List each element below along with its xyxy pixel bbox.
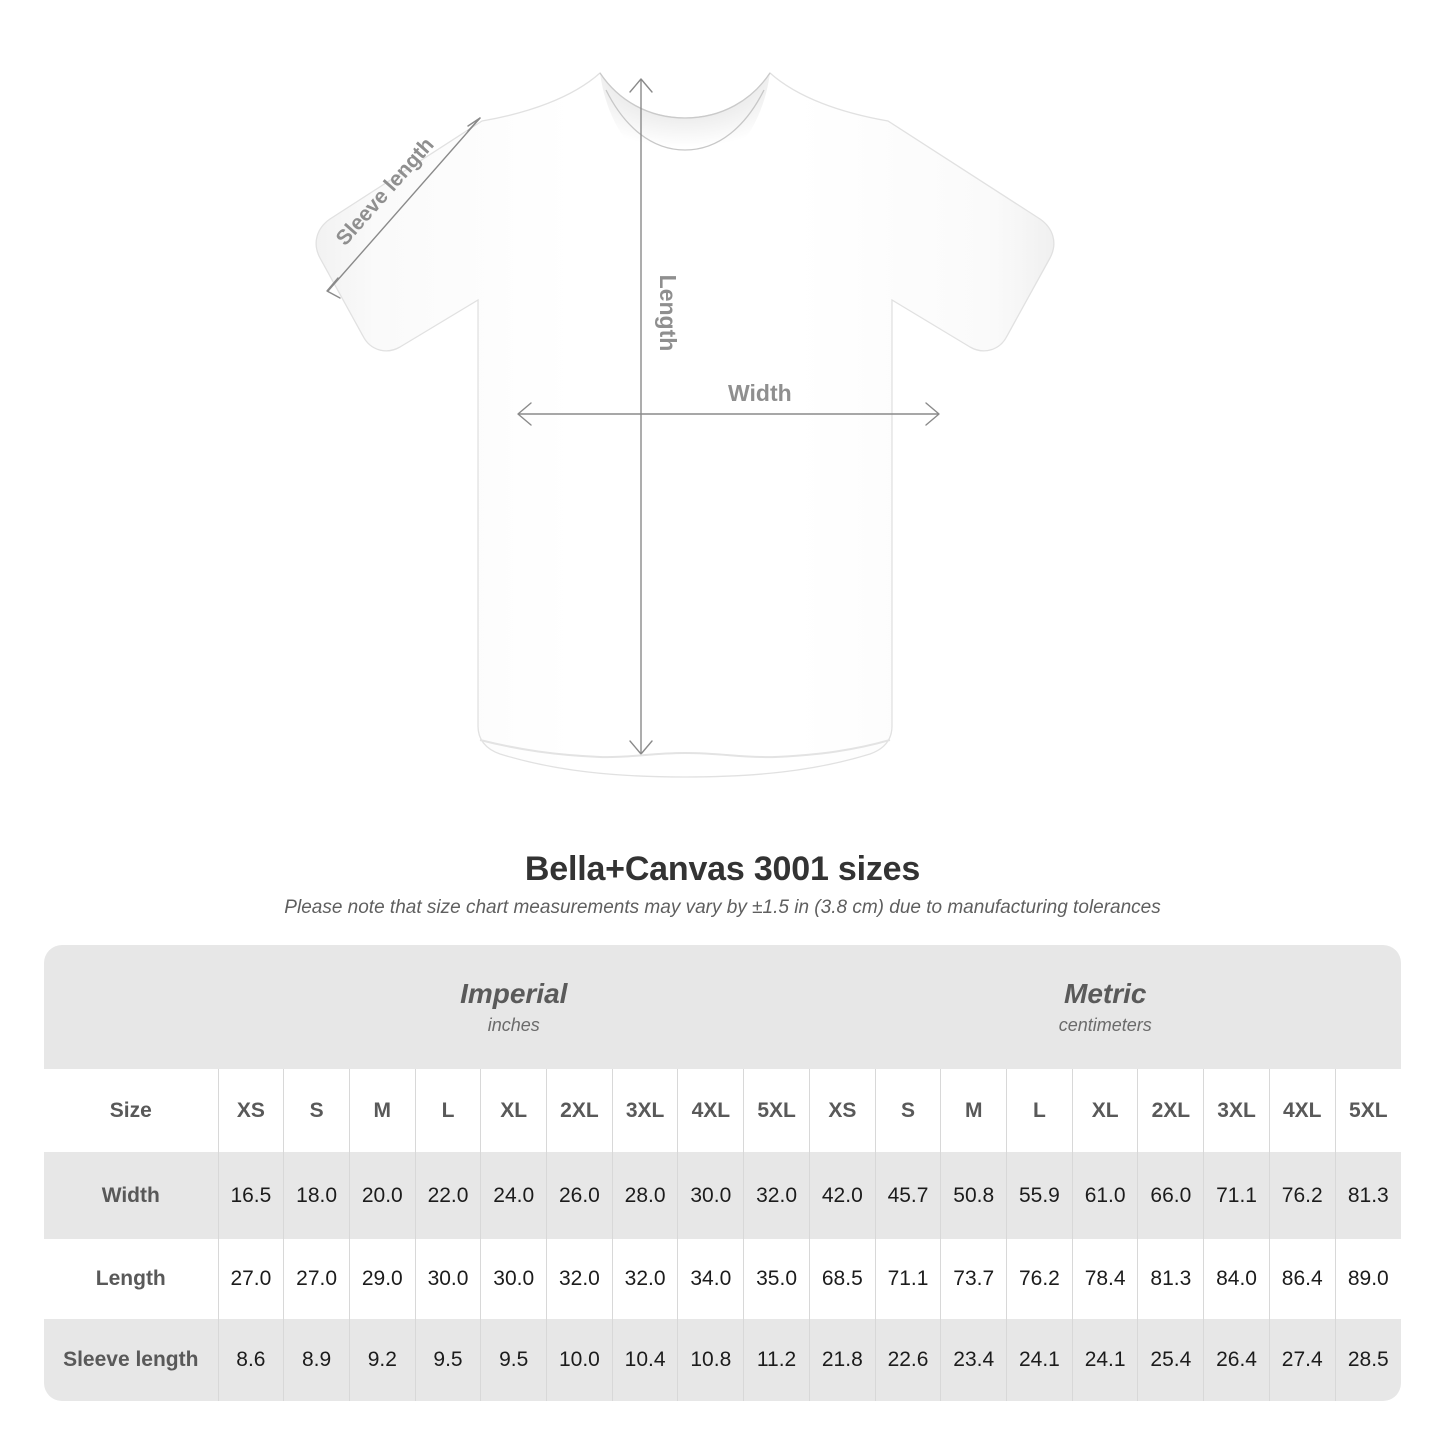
svg-text:Length: Length	[655, 275, 681, 352]
svg-text:Width: Width	[728, 380, 792, 406]
